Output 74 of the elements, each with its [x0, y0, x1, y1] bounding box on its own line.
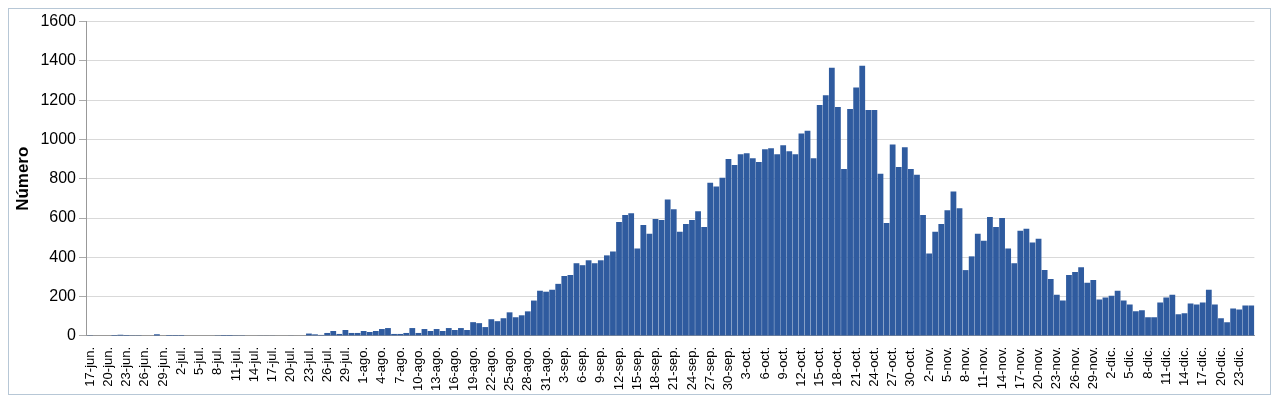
- x-tick-label: 10-ago.: [409, 346, 425, 391]
- x-tick-label: 8-dic.: [1139, 346, 1155, 379]
- x-tick-label: 11-nov.: [975, 346, 991, 389]
- x-tick-label: 29-jun.: [154, 346, 170, 387]
- x-tick-label: 6-sep.: [574, 346, 590, 384]
- x-tick-label: 14-nov.: [993, 346, 1009, 390]
- x-tick-label: 11-jul.: [227, 346, 243, 382]
- x-tick-label: 23-jun.: [118, 346, 134, 387]
- x-tick-label: 15-oct.: [811, 346, 827, 387]
- x-tick-label: 20-jul.: [282, 346, 298, 383]
- x-tick-label: 18-oct.: [829, 346, 845, 387]
- x-tick-label: 23-dic.: [1230, 346, 1246, 386]
- y-tick-label: 400: [49, 247, 77, 265]
- x-tick-label: 16-ago.: [446, 346, 462, 391]
- y-tick-label: 1400: [40, 51, 77, 69]
- x-tick-label: 17-nov.: [1011, 346, 1027, 390]
- x-tick-label: 26-jul.: [318, 346, 334, 383]
- x-tick-label: 11-dic.: [1157, 346, 1173, 385]
- x-tick-label: 6-oct.: [756, 346, 772, 380]
- x-tick-label: 31-ago.: [537, 346, 553, 391]
- y-axis-title: Número: [12, 146, 32, 211]
- x-tick-label: 13-ago.: [428, 346, 444, 391]
- x-tick-label: 3-oct.: [738, 346, 754, 380]
- x-tick-label: 23-nov.: [1048, 346, 1064, 390]
- x-tick-label: 23-jul.: [300, 346, 316, 383]
- y-tick-label: 200: [49, 287, 77, 305]
- x-tick-label: 30-oct.: [902, 346, 918, 387]
- x-tick-label: 30-sep.: [720, 346, 736, 391]
- x-tick-label: 12-oct.: [793, 346, 809, 387]
- x-tick-label: 27-sep.: [701, 346, 717, 391]
- x-tick-label: 22-ago.: [482, 346, 498, 391]
- y-tick-label: 1600: [40, 12, 77, 30]
- x-tick-label: 5-jul.: [191, 346, 207, 376]
- x-tick-label: 20-jun.: [99, 346, 115, 387]
- x-tick-label: 2-nov.: [920, 346, 936, 383]
- x-tick-label: 4-ago.: [373, 346, 389, 384]
- x-tick-label: 5-nov.: [938, 346, 954, 383]
- x-tick-label: 14-dic.: [1176, 346, 1192, 386]
- x-tick-label: 12-sep.: [610, 346, 626, 391]
- x-tick-label: 17-dic.: [1194, 346, 1210, 386]
- x-tick-label: 24-oct.: [865, 346, 881, 387]
- x-tick-label: 17-jul.: [264, 346, 280, 383]
- y-tick-label: 1000: [40, 129, 77, 147]
- x-tick-label: 20-dic.: [1212, 346, 1228, 386]
- x-tick-label: 24-sep.: [683, 346, 699, 391]
- x-tick-label: 19-ago.: [464, 346, 480, 391]
- x-tick-label: 26-jun.: [136, 346, 152, 387]
- x-tick-label: 8-jul.: [209, 346, 225, 376]
- y-tick-label: 0: [67, 326, 77, 344]
- x-tick-label: 9-oct.: [774, 346, 790, 380]
- x-tick-label: 27-oct.: [884, 346, 900, 387]
- x-tick-label: 20-nov.: [1030, 346, 1046, 390]
- x-tick-label: 29-jul.: [336, 346, 352, 383]
- x-tick-label: 29-nov.: [1084, 346, 1100, 390]
- x-tick-label: 7-ago.: [391, 346, 407, 384]
- x-tick-label: 17-jun.: [81, 346, 97, 387]
- x-tick-label: 1-ago.: [355, 346, 371, 384]
- x-tick-label: 14-jul.: [245, 346, 261, 383]
- y-tick-label: 800: [49, 169, 77, 187]
- x-tick-label: 28-ago.: [519, 346, 535, 391]
- x-tick-label: 5-dic.: [1121, 346, 1137, 379]
- x-tick-label: 25-ago.: [501, 346, 517, 391]
- x-tick-label: 26-nov.: [1066, 346, 1082, 390]
- x-tick-label: 3-sep.: [555, 346, 571, 384]
- x-tick-label: 18-sep.: [647, 346, 663, 391]
- x-tick-label: 8-nov.: [957, 346, 973, 383]
- y-tick-label: 600: [49, 208, 77, 226]
- x-tick-label: 2-jul.: [172, 346, 188, 376]
- y-tick-label: 1200: [40, 90, 77, 108]
- x-tick-label: 2-dic.: [1103, 346, 1119, 379]
- x-tick-label: 9-sep.: [592, 346, 608, 384]
- x-tick-label: 15-sep.: [628, 346, 644, 391]
- x-tick-label: 21-sep.: [665, 346, 681, 391]
- x-tick-label: 21-oct.: [847, 346, 863, 387]
